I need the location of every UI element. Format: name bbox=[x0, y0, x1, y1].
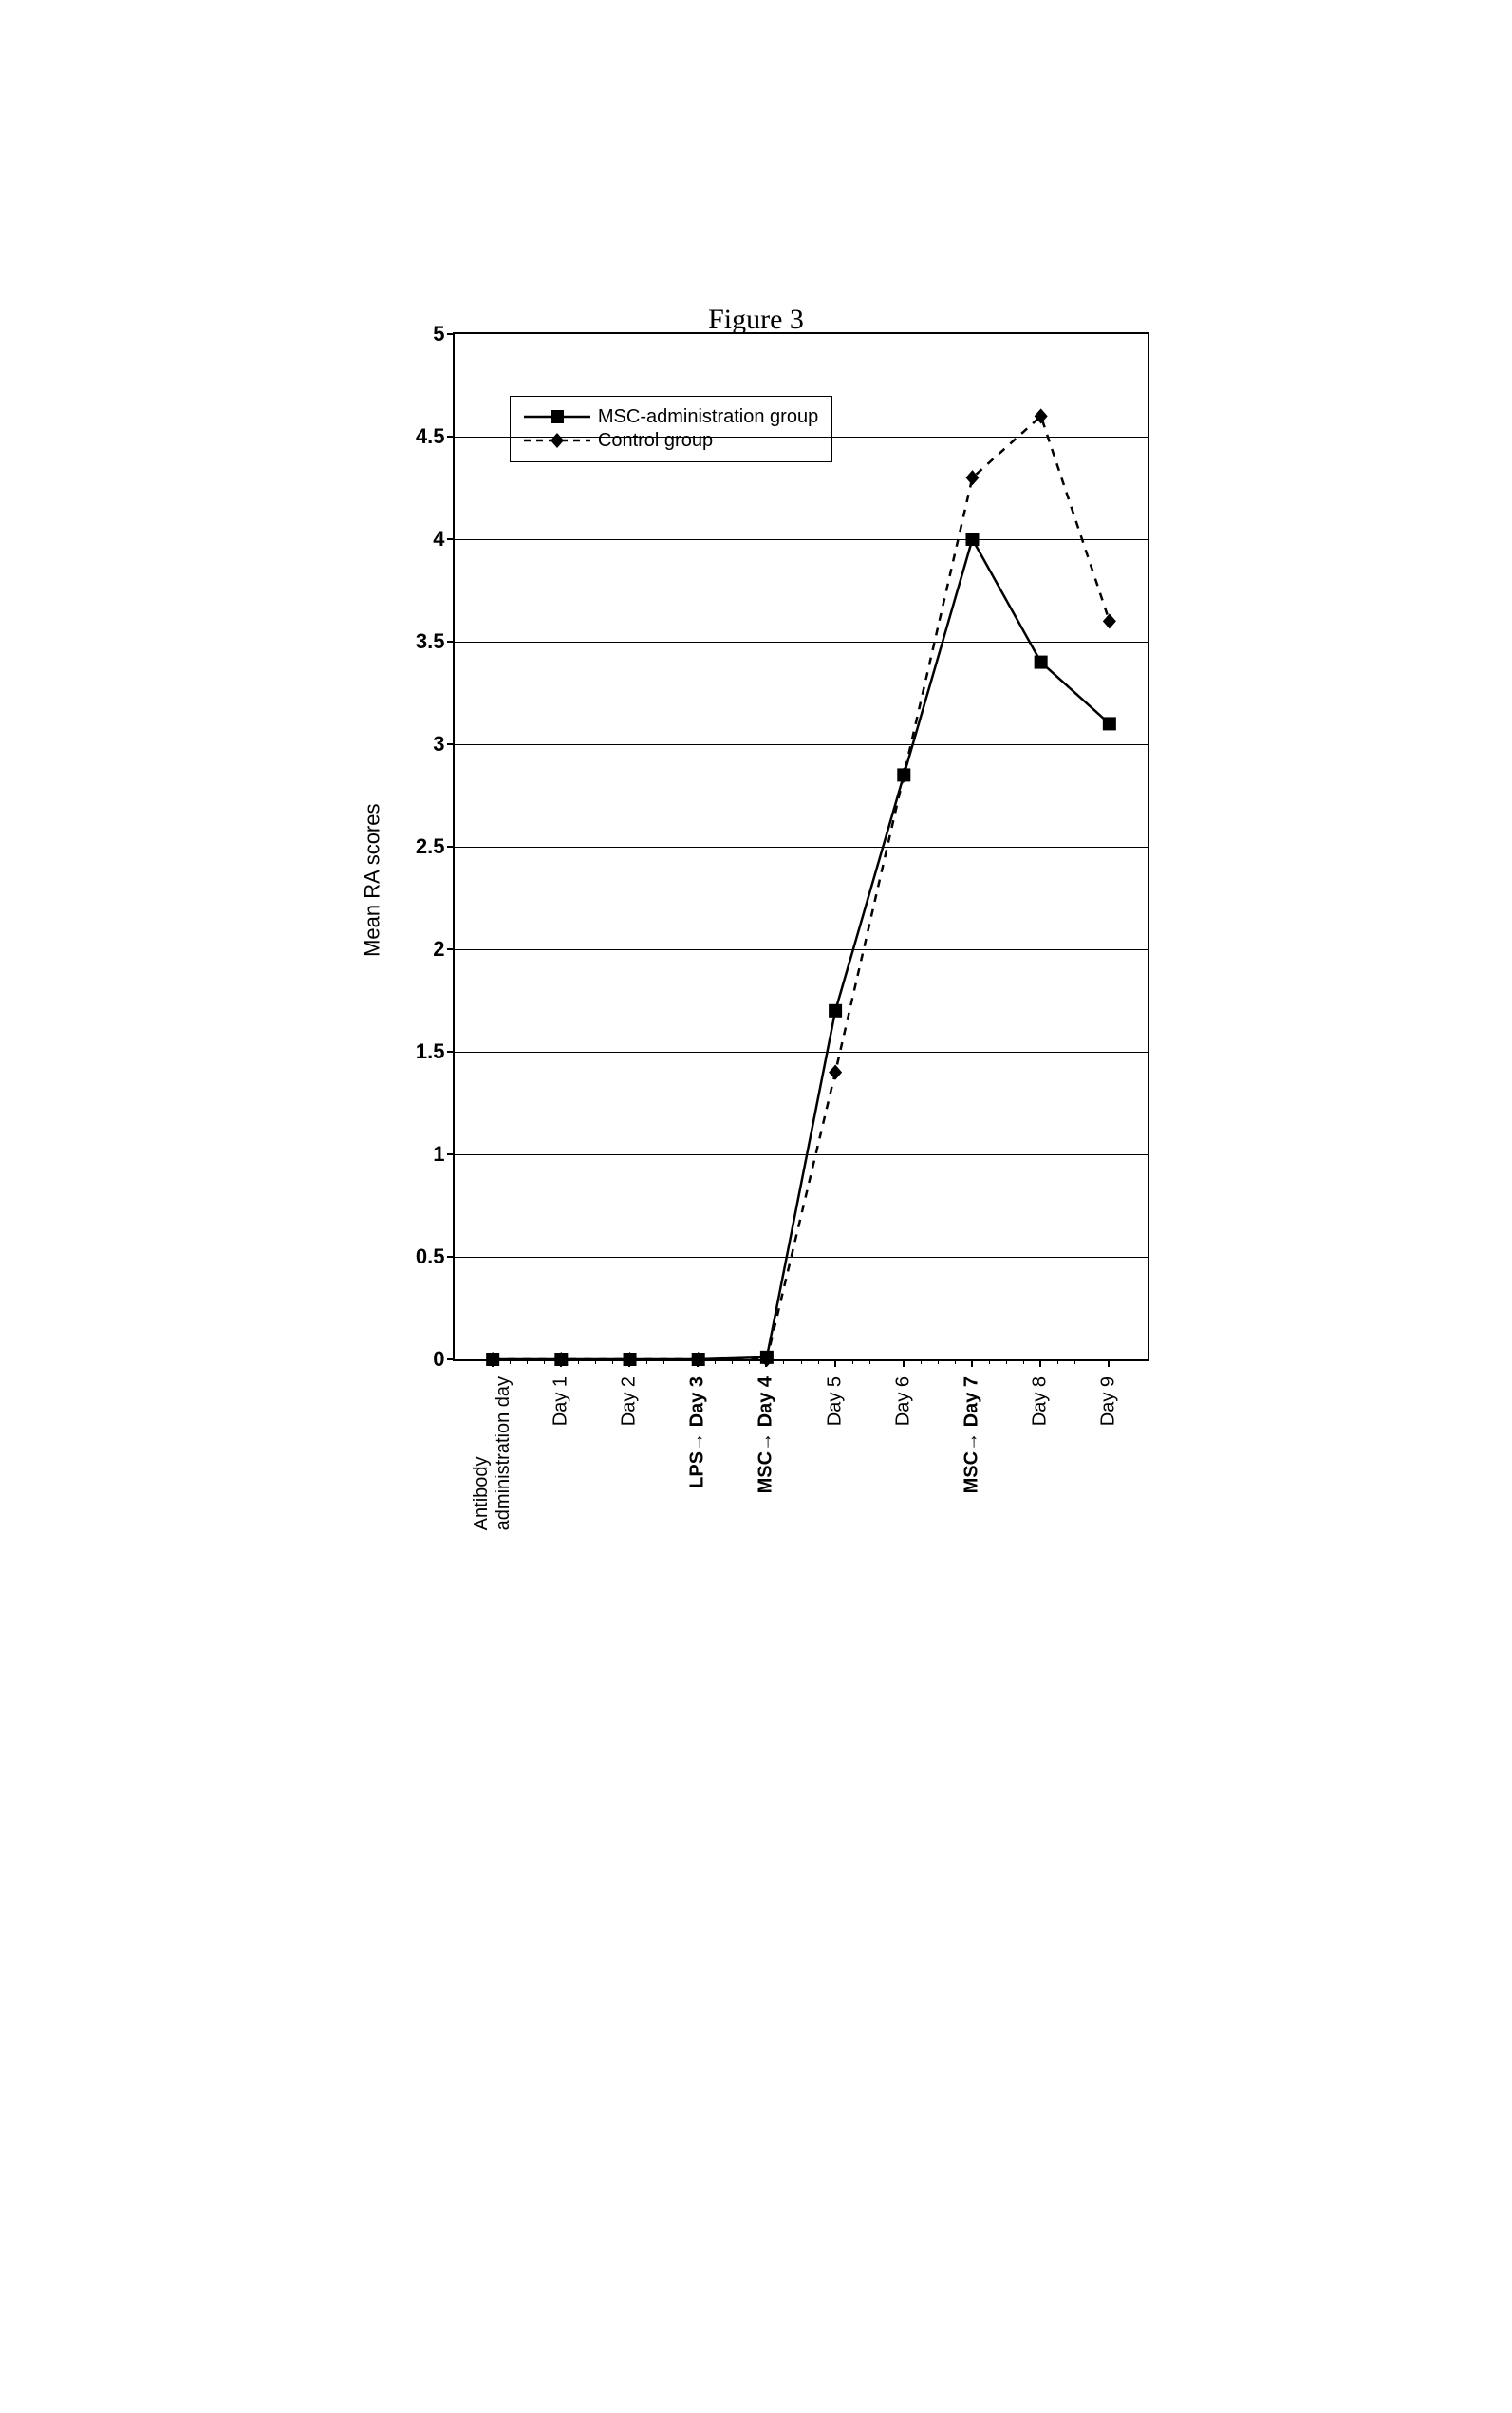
series-line bbox=[493, 416, 1110, 1359]
gridline bbox=[455, 744, 1148, 745]
gridline bbox=[455, 642, 1148, 643]
series-marker bbox=[1102, 613, 1115, 628]
ytick-mark bbox=[447, 1256, 455, 1258]
series-marker bbox=[829, 1065, 842, 1080]
xtick-minor bbox=[612, 1359, 613, 1364]
ytick-mark bbox=[447, 641, 455, 643]
figure-caption: Figure 3 bbox=[329, 304, 1184, 336]
legend-row: Control group bbox=[524, 430, 818, 452]
xtick-minor bbox=[852, 1359, 853, 1364]
legend-label: MSC-administration group bbox=[598, 406, 818, 428]
legend: MSC-administration groupControl group bbox=[510, 396, 832, 462]
xtick-minor bbox=[749, 1359, 750, 1364]
xtick-minor bbox=[921, 1359, 922, 1364]
xtick-mark bbox=[971, 1359, 973, 1367]
xtick-label: Day 9 bbox=[1098, 1376, 1120, 1426]
xtick-minor bbox=[869, 1359, 870, 1364]
legend-swatch bbox=[524, 431, 590, 450]
gridline bbox=[455, 437, 1148, 438]
xtick-minor bbox=[544, 1359, 545, 1364]
xtick-minor bbox=[1023, 1359, 1024, 1364]
xtick-label: LPS→ Day 3 bbox=[687, 1376, 709, 1488]
xtick-minor bbox=[1006, 1359, 1007, 1364]
chart-container: MSC-administration groupControl group 00… bbox=[329, 304, 1184, 1633]
ytick-mark bbox=[447, 1358, 455, 1360]
gridline bbox=[455, 949, 1148, 950]
xtick-label: MSC→ Day 7 bbox=[961, 1376, 982, 1493]
xtick-mark bbox=[834, 1359, 836, 1367]
xtick-minor bbox=[955, 1359, 956, 1364]
gridline bbox=[455, 847, 1148, 848]
xtick-label: Day 2 bbox=[619, 1376, 641, 1426]
gridline bbox=[455, 539, 1148, 540]
plot-area: MSC-administration groupControl group 00… bbox=[453, 332, 1149, 1361]
series-marker bbox=[1034, 656, 1047, 669]
xtick-minor bbox=[1074, 1359, 1075, 1364]
xtick-minor bbox=[510, 1359, 511, 1364]
ytick-mark bbox=[447, 948, 455, 950]
legend-swatch bbox=[524, 407, 590, 426]
ytick-mark bbox=[447, 333, 455, 335]
xtick-minor bbox=[818, 1359, 819, 1364]
ytick-mark bbox=[447, 743, 455, 745]
ytick-mark bbox=[447, 1153, 455, 1155]
xtick-mark bbox=[560, 1359, 562, 1367]
ytick-mark bbox=[447, 1051, 455, 1053]
xtick-minor bbox=[989, 1359, 990, 1364]
xtick-label: Day 5 bbox=[824, 1376, 846, 1426]
xtick-label: Day 1 bbox=[550, 1376, 571, 1426]
ytick-mark bbox=[447, 846, 455, 848]
xtick-mark bbox=[492, 1359, 494, 1367]
xtick-minor bbox=[938, 1359, 939, 1364]
xtick-label: Antibodyadministration day bbox=[471, 1376, 514, 1530]
series-marker bbox=[1102, 717, 1115, 730]
xtick-minor bbox=[1057, 1359, 1058, 1364]
xtick-minor bbox=[715, 1359, 716, 1364]
xtick-mark bbox=[1108, 1359, 1110, 1367]
xtick-mark bbox=[903, 1359, 905, 1367]
xtick-minor bbox=[578, 1359, 579, 1364]
series-marker bbox=[829, 1004, 842, 1018]
y-axis-title: Mean RA scores bbox=[360, 804, 384, 957]
xtick-label: MSC→ Day 4 bbox=[756, 1376, 777, 1493]
xtick-label: Day 8 bbox=[1030, 1376, 1052, 1426]
xtick-minor bbox=[783, 1359, 784, 1364]
ytick-mark bbox=[447, 436, 455, 438]
xtick-minor bbox=[646, 1359, 647, 1364]
xtick-mark bbox=[628, 1359, 630, 1367]
xtick-mark bbox=[697, 1359, 699, 1367]
xtick-minor bbox=[801, 1359, 802, 1364]
xtick-minor bbox=[595, 1359, 596, 1364]
xtick-minor bbox=[732, 1359, 733, 1364]
xtick-minor bbox=[527, 1359, 528, 1364]
xtick-minor bbox=[663, 1359, 664, 1364]
gridline bbox=[455, 1257, 1148, 1258]
gridline bbox=[455, 1154, 1148, 1155]
legend-label: Control group bbox=[598, 430, 713, 452]
gridline bbox=[455, 1052, 1148, 1053]
legend-row: MSC-administration group bbox=[524, 406, 818, 428]
ytick-mark bbox=[447, 538, 455, 540]
xtick-mark bbox=[1039, 1359, 1041, 1367]
xtick-label: Day 6 bbox=[892, 1376, 914, 1426]
xtick-mark bbox=[765, 1359, 767, 1367]
